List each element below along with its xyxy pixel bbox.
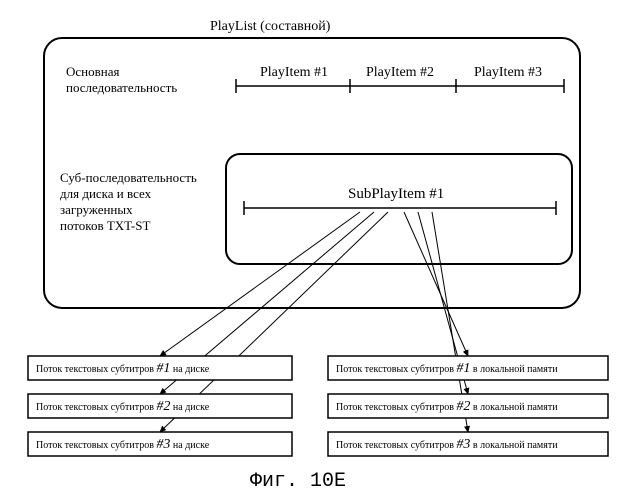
svg-text:PlayItem #2: PlayItem #2 bbox=[366, 65, 434, 80]
svg-text:SubPlayItem #1: SubPlayItem #1 bbox=[348, 186, 444, 202]
svg-text:Основная: Основная bbox=[66, 64, 119, 79]
svg-text:Суб-последовательность: Суб-последовательность bbox=[60, 170, 197, 185]
svg-text:потоков TXT-ST: потоков TXT-ST bbox=[60, 218, 150, 233]
svg-text:Поток текстовых субтитров #1: Поток текстовых субтитров #1 на диске bbox=[36, 361, 210, 376]
svg-text:Поток текстовых субтитров #2: Поток текстовых субтитров #2 на диске bbox=[36, 399, 210, 414]
svg-text:PlayItem #1: PlayItem #1 bbox=[260, 65, 328, 80]
svg-text:Поток текстовых субтитров #1: Поток текстовых субтитров #1 в локальной… bbox=[336, 361, 558, 376]
svg-text:PlayItem #3: PlayItem #3 bbox=[474, 65, 542, 80]
svg-text:Поток текстовых субтитров #3: Поток текстовых субтитров #3 в локальной… bbox=[336, 437, 558, 452]
svg-text:Фиг. 10Е: Фиг. 10Е bbox=[250, 470, 346, 493]
svg-text:Поток текстовых субтитров #3: Поток текстовых субтитров #3 на диске bbox=[36, 437, 210, 452]
svg-text:PlayList (составной): PlayList (составной) bbox=[210, 19, 331, 34]
diagram-canvas: PlayList (составной) Основнаяпоследовател… bbox=[0, 0, 624, 500]
svg-text:для диска и всех: для диска и всех bbox=[60, 186, 152, 201]
svg-text:загруженных: загруженных bbox=[60, 202, 133, 217]
svg-text:последовательность: последовательность bbox=[66, 80, 177, 95]
svg-text:Поток текстовых субтитров #2: Поток текстовых субтитров #2 в локальной… bbox=[336, 399, 558, 414]
